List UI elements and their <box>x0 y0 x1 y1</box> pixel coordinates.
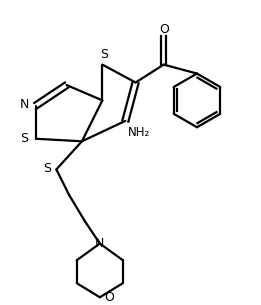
Text: O: O <box>104 291 114 304</box>
Text: N: N <box>20 98 29 111</box>
Text: S: S <box>100 48 108 61</box>
Text: S: S <box>43 162 51 175</box>
Text: O: O <box>159 23 169 36</box>
Text: NH₂: NH₂ <box>128 126 151 139</box>
Text: S: S <box>20 132 28 145</box>
Text: N: N <box>95 237 104 250</box>
